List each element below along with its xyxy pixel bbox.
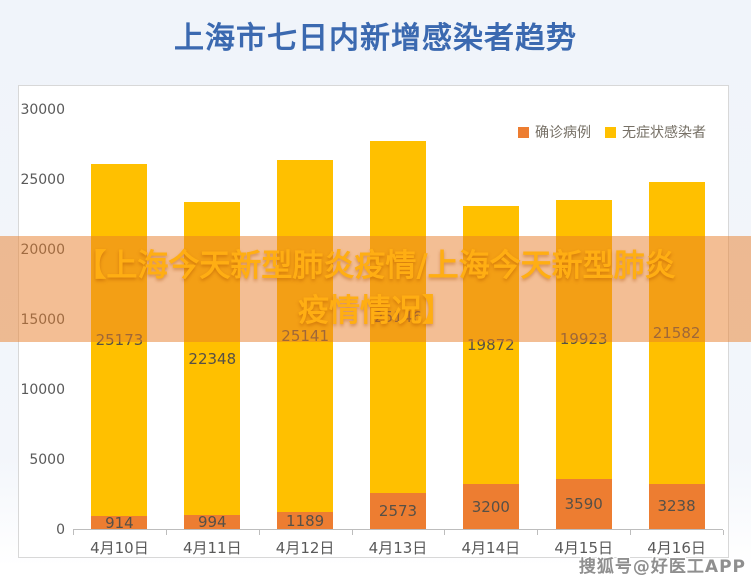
x-axis-category-label: 4月16日 — [647, 539, 706, 557]
confirmed-segment — [462, 484, 519, 529]
confirmed-segment — [370, 492, 426, 529]
legend-label-asymptomatic: 无症状感染者 — [622, 125, 706, 141]
confirmed-value-label: 2573 — [378, 502, 418, 520]
confirmed-value-label: 3238 — [657, 497, 696, 516]
asymptomatic-value-label: 22348 — [188, 349, 237, 368]
sohu-watermark: 搜狐号@好医工APP — [578, 557, 746, 577]
y-axis-tick-label: 25000 — [20, 172, 65, 188]
x-axis-tick — [444, 530, 445, 535]
stacked-bar-4月10日: 25173914 — [91, 163, 148, 531]
confirmed-segment — [277, 512, 334, 529]
x-axis-tick — [537, 530, 538, 535]
confirmed-value-label: 3200 — [471, 497, 510, 516]
legend-swatch-asymptomatic-icon — [605, 126, 616, 138]
watermark-text-line2: 疫情情况】 — [298, 293, 453, 329]
page-title: 上海市七日内新增感染者趋势 — [174, 21, 577, 56]
y-axis-tick-label: 0 — [56, 522, 65, 538]
legend-label-confirmed: 确诊病例 — [535, 125, 591, 141]
x-axis-category-label: 4月11日 — [182, 539, 242, 557]
x-axis-tick — [73, 530, 74, 535]
stacked-bar-4月16日: 215823238 — [648, 181, 705, 529]
legend: 确诊病例 无症状感染者 — [518, 122, 714, 142]
stacked-bar-4月12日: 251411189 — [277, 160, 334, 529]
confirmed-segment — [91, 516, 148, 529]
x-axis-tick — [723, 530, 724, 535]
confirmed-segment — [184, 515, 241, 529]
x-axis-category-label: 4月13日 — [368, 539, 428, 557]
confirmed-value-label: 1189 — [286, 511, 325, 530]
x-axis: 4月10日 4月11日 4月12日 4月13日 4月14日 4月15日 4月16日 — [73, 537, 723, 559]
confirmed-value-label: 914 — [105, 513, 134, 532]
y-axis-tick-label: 5000 — [29, 452, 65, 468]
watermark-text-line1: 【上海今天新型肺炎疫情/上海今天新型肺炎 — [75, 248, 676, 284]
confirmed-segment — [555, 478, 612, 529]
x-axis-tick — [352, 530, 353, 535]
watermark-overlay: 【上海今天新型肺炎疫情/上海今天新型肺炎 疫情情况】 — [0, 236, 751, 342]
x-axis-tick — [166, 530, 167, 535]
confirmed-value-label: 994 — [197, 513, 227, 532]
x-axis-category-label: 4月12日 — [275, 539, 335, 557]
x-axis-category-label: 4月14日 — [461, 539, 521, 557]
x-axis-tick — [259, 530, 260, 535]
x-axis-category-label: 4月10日 — [90, 539, 149, 557]
y-axis-tick-label: 10000 — [20, 382, 65, 398]
y-axis-tick-label: 30000 — [20, 102, 65, 118]
confirmed-segment — [648, 483, 705, 529]
x-axis-category-label: 4月15日 — [554, 539, 614, 557]
confirmed-value-label: 3590 — [564, 494, 603, 513]
legend-swatch-confirmed-icon — [518, 126, 529, 138]
x-axis-tick — [630, 530, 631, 535]
